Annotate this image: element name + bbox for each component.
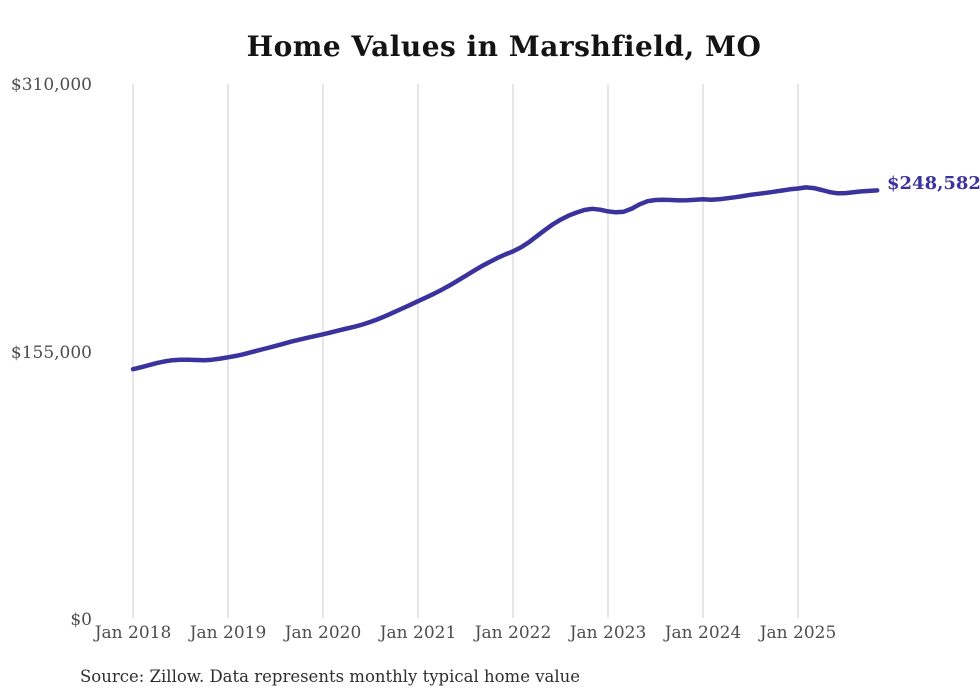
x-axis-tick-label-jan-2018: Jan 2018 [94,623,172,643]
x-axis-tick-label-jan-2022: Jan 2022 [474,623,552,643]
x-axis-tick-label-jan-2021: Jan 2021 [379,623,457,643]
vertical-gridlines [132,84,799,618]
x-axis-tick-label-jan-2020: Jan 2020 [284,623,362,643]
x-axis-tick-label-jan-2023: Jan 2023 [569,623,647,643]
source-attribution: Source: Zillow. Data represents monthly … [80,667,581,686]
y-axis-tick-label-0: $0 [70,610,92,630]
y-axis-tick-label-155000: $155,000 [10,343,92,363]
chart-title: Home Values in Marshfield, MO [246,30,762,63]
x-axis-tick-label-jan-2024: Jan 2024 [664,623,742,643]
x-axis-tick-label-jan-2025: Jan 2025 [759,623,837,643]
y-axis-tick-label-310000: $310,000 [10,75,92,95]
current-value-label: $248,582 [887,173,980,194]
home-value-line-series [130,185,880,372]
x-axis-tick-label-jan-2019: Jan 2019 [189,623,267,643]
